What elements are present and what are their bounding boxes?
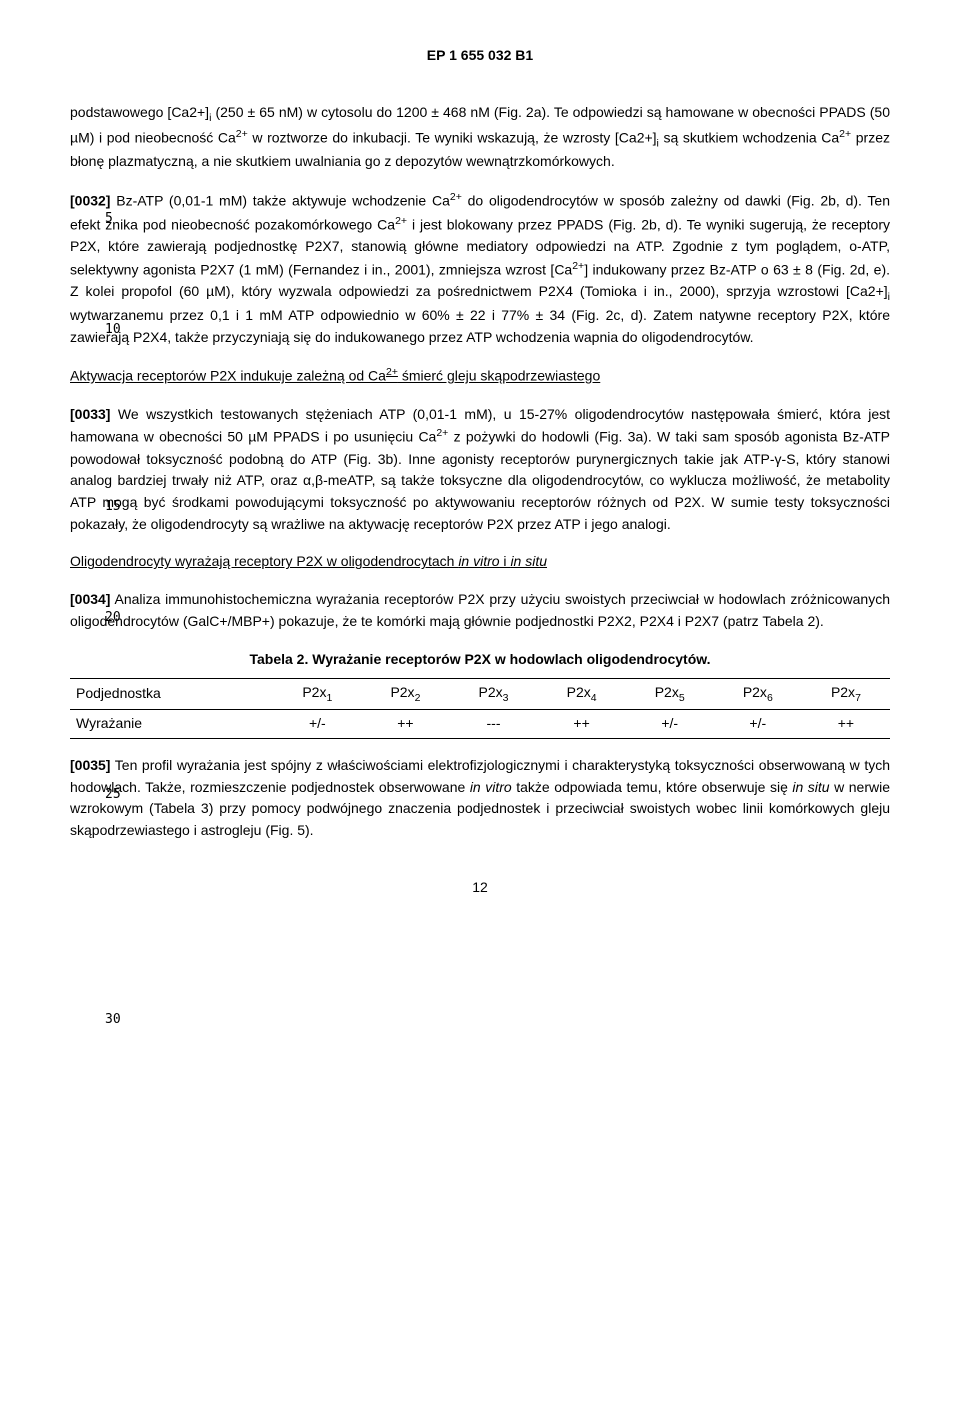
line-number: 20 xyxy=(105,608,121,628)
sub: 6 xyxy=(767,692,773,704)
text-italic: in vitro xyxy=(458,553,499,569)
text: P2x xyxy=(743,684,767,700)
page-number: 12 xyxy=(70,877,890,899)
table-caption: Tabela 2. Wyrażanie receptorów P2X w hod… xyxy=(70,649,890,671)
subheading-1: Aktywacja receptorów P2X indukuje zależn… xyxy=(70,364,890,387)
line-number: 15 xyxy=(105,497,121,517)
table-header-cell: P2x7 xyxy=(802,679,890,710)
table-cell: +/- xyxy=(714,710,802,739)
sub: 2 xyxy=(415,692,421,704)
line-number: 30 xyxy=(105,1010,121,1030)
text: podstawowego [Ca2+] xyxy=(70,104,209,120)
text: P2x xyxy=(831,684,855,700)
text-italic: in situ xyxy=(792,779,829,795)
doc-header: EP 1 655 032 B1 xyxy=(70,45,890,67)
table-cell: ++ xyxy=(538,710,626,739)
paragraph-1: podstawowego [Ca2+]i (250 ± 65 nM) w cyt… xyxy=(70,102,890,173)
sub: 5 xyxy=(679,692,685,704)
text: Analiza immunohistochemiczna wyrażania r… xyxy=(70,591,890,629)
line-number: 5 xyxy=(105,209,113,229)
text: P2x xyxy=(390,684,414,700)
sup-2plus: 2+ xyxy=(386,366,398,378)
sub-i: i xyxy=(888,291,890,303)
sub: 1 xyxy=(326,692,332,704)
table-p2x: Podjednostka P2x1 P2x2 P2x3 P2x4 P2x5 P2… xyxy=(70,678,890,739)
paragraph-5: [0035] Ten profil wyrażania jest spójny … xyxy=(70,755,890,842)
para-number: [0034] xyxy=(70,591,110,607)
text-italic: in situ xyxy=(510,553,547,569)
sup-2plus: 2+ xyxy=(450,191,462,203)
paragraph-2: [0032] Bz-ATP (0,01-1 mM) także aktywuje… xyxy=(70,189,890,348)
table-header-row: Podjednostka P2x1 P2x2 P2x3 P2x4 P2x5 P2… xyxy=(70,679,890,710)
text: P2x xyxy=(479,684,503,700)
sub: 7 xyxy=(855,692,861,704)
text: i xyxy=(500,553,511,569)
line-number: 10 xyxy=(105,320,121,340)
text: śmierć gleju skąpodrzewiastego xyxy=(398,368,600,384)
table-cell: ++ xyxy=(802,710,890,739)
table-header-cell: P2x4 xyxy=(538,679,626,710)
sub: 4 xyxy=(591,692,597,704)
table-header-cell: P2x6 xyxy=(714,679,802,710)
table-header-cell: P2x2 xyxy=(361,679,449,710)
table-cell: Wyrażanie xyxy=(70,710,273,739)
text: Aktywacja receptorów P2X indukuje zależn… xyxy=(70,368,386,384)
para-number: [0033] xyxy=(70,406,110,422)
table-row: Wyrażanie +/- ++ --- ++ +/- +/- ++ xyxy=(70,710,890,739)
table-header-cell: P2x3 xyxy=(449,679,537,710)
paragraph-3: [0033] We wszystkich testowanych stężeni… xyxy=(70,404,890,536)
sup-2plus: 2+ xyxy=(236,128,248,140)
sup-2plus: 2+ xyxy=(395,215,407,227)
text: wytwarzanemu przez 0,1 i 1 mM ATP odpowi… xyxy=(70,307,890,345)
table-cell: +/- xyxy=(273,710,361,739)
table-cell: --- xyxy=(449,710,537,739)
line-number: 25 xyxy=(105,785,121,805)
sup-2plus: 2+ xyxy=(436,427,448,439)
para-number: [0032] xyxy=(70,193,110,209)
sup-2plus: 2+ xyxy=(572,260,584,272)
subheading-2: Oligodendrocyty wyrażają receptory P2X w… xyxy=(70,551,890,573)
text: są skutkiem wchodzenia Ca xyxy=(659,129,839,145)
sup-2plus: 2+ xyxy=(839,128,851,140)
table-header-cell: Podjednostka xyxy=(70,679,273,710)
sub: 3 xyxy=(503,692,509,704)
page-content: EP 1 655 032 B1 podstawowego [Ca2+]i (25… xyxy=(70,45,890,898)
table-cell: +/- xyxy=(626,710,714,739)
table-header-cell: P2x1 xyxy=(273,679,361,710)
text: Oligodendrocyty wyrażają receptory P2X w… xyxy=(70,553,458,569)
paragraph-4: [0034] Analiza immunohistochemiczna wyra… xyxy=(70,589,890,632)
text: także odpowiada temu, które obserwuje si… xyxy=(512,779,793,795)
table-header-cell: P2x5 xyxy=(626,679,714,710)
text: w roztworze do inkubacji. Te wyniki wska… xyxy=(248,129,657,145)
text-italic: in vitro xyxy=(470,779,512,795)
text: P2x xyxy=(655,684,679,700)
para-number: [0035] xyxy=(70,757,110,773)
table-cell: ++ xyxy=(361,710,449,739)
text: P2x xyxy=(567,684,591,700)
text: Bz-ATP (0,01-1 mM) także aktywuje wchodz… xyxy=(110,193,449,209)
text: P2x xyxy=(302,684,326,700)
